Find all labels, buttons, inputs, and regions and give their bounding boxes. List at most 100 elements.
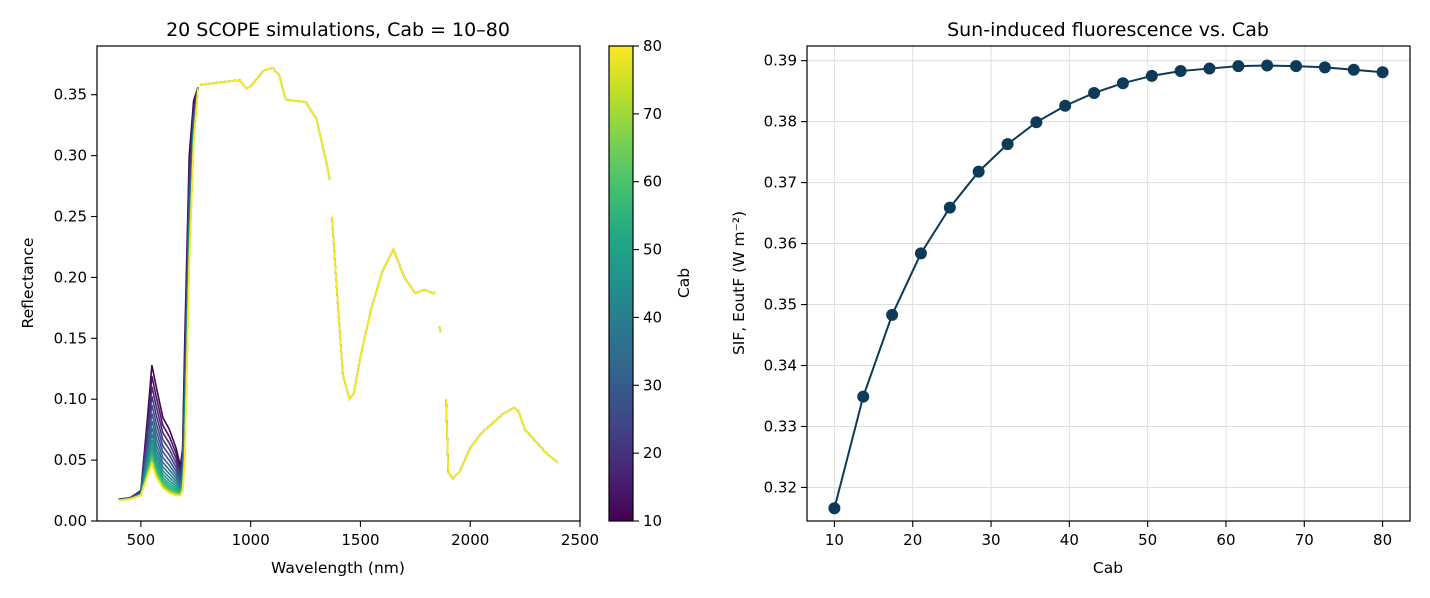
reflectance-series-line <box>200 67 559 480</box>
sif-data-point <box>1030 116 1043 129</box>
reflectance-series-line <box>200 67 559 480</box>
right-x-tick-label: 40 <box>1060 531 1079 549</box>
sif-data-point <box>1261 59 1274 72</box>
right-x-tick-label: 10 <box>825 531 844 549</box>
reflectance-series-line <box>200 67 559 480</box>
right-x-tick-label: 70 <box>1295 531 1314 549</box>
left-y-ticks: 0.00 0.05 0.10 0.15 0.20 0.25 0.30 0.35 <box>54 86 97 530</box>
right-x-tick-label: 80 <box>1373 531 1392 549</box>
left-x-tick-label: 2000 <box>451 531 489 549</box>
left-chart-title: 20 SCOPE simulations, Cab = 10–80 <box>166 19 510 41</box>
left-y-tick-label: 0.15 <box>54 329 87 347</box>
left-x-tick-label: 1500 <box>341 531 379 549</box>
left-x-tick-label: 2500 <box>561 531 599 549</box>
reflectance-series-line <box>200 67 559 480</box>
left-y-axis-label: Reflectance <box>19 238 37 329</box>
right-y-tick-label: 0.37 <box>764 174 797 192</box>
reflectance-series-line <box>200 67 559 480</box>
right-plot-frame <box>806 45 1411 522</box>
colorbar-tick-label: 20 <box>643 444 662 462</box>
colorbar-frame <box>608 45 634 522</box>
sif-series-line <box>833 64 1383 509</box>
reflectance-series-line <box>200 67 559 480</box>
sif-data-point <box>1376 66 1389 79</box>
left-x-ticks: 500 1000 1500 2000 2500 <box>127 521 599 549</box>
reflectance-series-line <box>200 67 559 480</box>
colorbar-tick-label: 10 <box>643 512 662 530</box>
sif-data-point <box>1145 69 1158 82</box>
sif-data-point <box>886 308 899 321</box>
right-chart-title: Sun-induced fluorescence vs. Cab <box>947 19 1269 41</box>
sif-chart: Sun-induced fluorescence vs. Cab 10 20 30 4… <box>730 19 1411 577</box>
reflectance-series-line <box>200 67 559 480</box>
sif-data-point <box>914 247 927 260</box>
sif-data-point <box>1203 62 1216 75</box>
sif-series-group <box>828 59 1389 515</box>
sif-data-point <box>1290 60 1303 73</box>
right-y-tick-label: 0.38 <box>764 113 797 131</box>
reflectance-series-line <box>200 67 559 480</box>
sif-data-point <box>943 201 956 214</box>
colorbar: 10 20 30 40 50 60 70 80 Cab <box>608 37 693 530</box>
colorbar-label: Cab <box>675 268 693 298</box>
reflectance-series-line <box>200 67 559 480</box>
colorbar-tick-label: 30 <box>643 376 662 394</box>
right-y-tick-label: 0.35 <box>764 296 797 314</box>
sif-data-point <box>1001 138 1014 151</box>
reflectance-series-line <box>200 67 559 480</box>
left-x-tick-label: 500 <box>127 531 156 549</box>
sif-data-point <box>1174 65 1187 77</box>
colorbar-tick-label: 60 <box>643 173 662 191</box>
sif-data-point <box>1059 99 1072 112</box>
left-x-tick-label: 1000 <box>232 531 270 549</box>
left-y-tick-label: 0.05 <box>54 451 87 469</box>
reflectance-series-line <box>118 88 199 502</box>
colorbar-tick-label: 40 <box>643 308 662 326</box>
reflectance-series-line <box>200 67 559 480</box>
right-x-axis-label: Cab <box>1093 559 1123 577</box>
sif-data-point <box>1347 63 1360 76</box>
colorbar-tick-label: 70 <box>643 105 662 123</box>
left-plot-frame <box>96 45 581 522</box>
sif-data-point <box>972 165 985 178</box>
right-grid <box>807 46 1410 521</box>
sif-data-point <box>1232 60 1245 73</box>
left-y-tick-label: 0.10 <box>54 390 87 408</box>
sif-data-point <box>1318 61 1331 74</box>
reflectance-chart: 20 SCOPE simulations, Cab = 10–80 500 100… <box>19 19 599 577</box>
sif-data-point <box>857 390 870 403</box>
right-y-tick-label: 0.34 <box>764 357 797 375</box>
right-x-tick-label: 20 <box>903 531 922 549</box>
reflectance-series-line <box>200 67 559 480</box>
sif-data-point <box>1116 77 1129 90</box>
sif-data-point <box>1088 86 1101 99</box>
right-x-ticks: 10 20 30 40 50 60 70 80 <box>825 521 1392 549</box>
colorbar-gradient <box>609 46 633 521</box>
colorbar-ticks: 10 20 30 40 50 60 70 80 <box>633 37 662 530</box>
reflectance-series-line <box>200 67 559 480</box>
reflectance-series-line <box>200 67 559 480</box>
reflectance-series-line <box>200 67 559 480</box>
colorbar-tick-label: 80 <box>643 37 662 55</box>
sif-data-point <box>828 502 841 515</box>
right-y-tick-label: 0.32 <box>764 478 797 496</box>
reflectance-series-line <box>200 67 559 480</box>
left-x-axis-label: Wavelength (nm) <box>271 559 405 577</box>
right-x-tick-label: 60 <box>1216 531 1235 549</box>
right-y-axis-label: SIF, EoutF (W m⁻²) <box>730 211 748 355</box>
left-y-tick-label: 0.35 <box>54 86 87 104</box>
reflectance-series-line <box>200 67 559 480</box>
reflectance-series-line <box>200 67 559 480</box>
right-x-tick-label: 50 <box>1138 531 1157 549</box>
colorbar-tick-label: 50 <box>643 241 662 259</box>
reflectance-series-group <box>118 67 559 502</box>
left-y-tick-label: 0.20 <box>54 268 87 286</box>
right-y-tick-label: 0.33 <box>764 417 797 435</box>
left-y-tick-label: 0.25 <box>54 208 87 226</box>
left-y-tick-label: 0.00 <box>54 512 87 530</box>
reflectance-series-line <box>200 67 559 480</box>
right-x-tick-label: 30 <box>981 531 1000 549</box>
right-y-tick-label: 0.39 <box>764 52 797 70</box>
right-y-ticks: 0.32 0.33 0.34 0.35 0.36 0.37 0.38 0.39 <box>764 52 807 496</box>
